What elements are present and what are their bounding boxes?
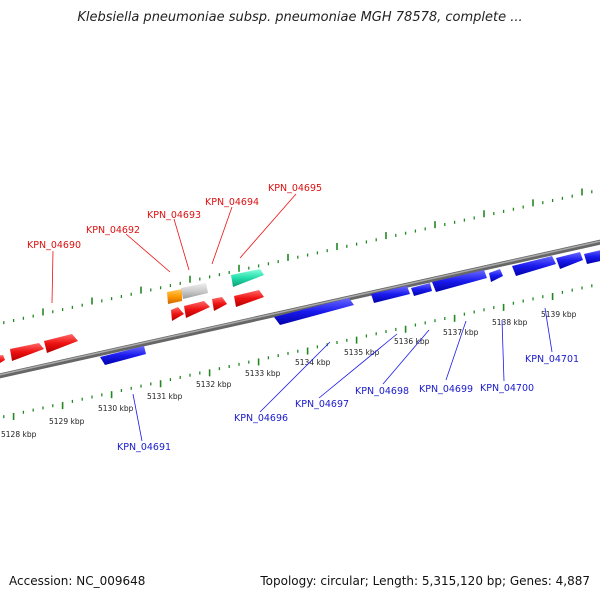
gene-label-kpn-04695[interactable]: KPN_04695 bbox=[268, 183, 322, 194]
gene-label-kpn-04701[interactable]: KPN_04701 bbox=[525, 354, 579, 365]
gene-arrow-reverse[interactable] bbox=[584, 249, 600, 264]
gene-label-kpn-04699[interactable]: KPN_04699 bbox=[419, 384, 473, 395]
map-title: Klebsiella pneumoniae subsp. pneumoniae … bbox=[77, 10, 523, 25]
gene-arrow-forward[interactable] bbox=[10, 343, 44, 361]
tick-label: 5130 kbp bbox=[98, 404, 134, 413]
gene-arrow-kpn-04693-b[interactable] bbox=[184, 301, 210, 318]
reverse-strand-ruler bbox=[3, 284, 593, 420]
gene-arrow-kpn-04690[interactable] bbox=[44, 334, 78, 353]
genome-summary-text: Topology: circular; Length: 5,315,120 bp… bbox=[260, 574, 590, 588]
gene-arrow-kpn-04699[interactable] bbox=[432, 270, 487, 292]
gene-arrow-kpn-04697[interactable] bbox=[371, 286, 410, 303]
gene-label-kpn-04697[interactable]: KPN_04697 bbox=[295, 399, 349, 410]
reverse-label-leaders bbox=[132, 307, 553, 442]
gene-label-kpn-04698[interactable]: KPN_04698 bbox=[355, 386, 409, 397]
forward-strand-ruler bbox=[3, 188, 593, 325]
tick-label: 5129 kbp bbox=[49, 417, 85, 426]
gene-arrow-kpn-04691[interactable] bbox=[100, 346, 146, 365]
gene-arrow-kpn-04694[interactable] bbox=[212, 297, 227, 311]
gene-arrow-reverse[interactable] bbox=[556, 252, 583, 269]
tick-label: 5136 kbp bbox=[394, 337, 430, 346]
tick-label: 5135 kbp bbox=[344, 348, 380, 357]
gene-label-kpn-04694[interactable]: KPN_04694 bbox=[205, 197, 259, 208]
gene-label-kpn-04693[interactable]: KPN_04693 bbox=[147, 210, 201, 221]
gene-arrow-kpn-04692[interactable] bbox=[167, 289, 182, 304]
gene-arrow-forward[interactable] bbox=[234, 290, 264, 307]
gene-arrow-kpn-04695[interactable] bbox=[231, 269, 264, 287]
tick-label: 5133 kbp bbox=[245, 369, 281, 378]
genome-backbone-highlight bbox=[0, 240, 600, 376]
forward-label-leaders bbox=[51, 193, 297, 304]
genome-backbone bbox=[0, 239, 600, 379]
tick-label: 5134 kbp bbox=[295, 358, 331, 367]
gene-arrow-kpn-04693[interactable] bbox=[171, 307, 184, 321]
gene-label-kpn-04690[interactable]: KPN_04690 bbox=[27, 240, 81, 251]
tick-label: 5132 kbp bbox=[196, 380, 232, 389]
gene-label-kpn-04696[interactable]: KPN_04696 bbox=[234, 413, 288, 424]
reverse-gene-labels: KPN_04691 KPN_04696 KPN_04697 KPN_04698 … bbox=[117, 354, 579, 453]
gene-arrow-forward[interactable] bbox=[0, 355, 5, 366]
gene-arrow-pseudo[interactable] bbox=[181, 283, 208, 299]
gene-label-kpn-04691[interactable]: KPN_04691 bbox=[117, 442, 171, 453]
gene-label-kpn-04700[interactable]: KPN_04700 bbox=[480, 383, 534, 394]
ruler-tick-labels: 5128 kbp 5129 kbp 5130 kbp 5131 kbp 5132… bbox=[1, 310, 577, 439]
tick-label: 5138 kbp bbox=[492, 318, 528, 327]
tick-label: 5139 kbp bbox=[541, 310, 577, 319]
tick-label: 5128 kbp bbox=[1, 430, 37, 439]
forward-genes bbox=[0, 269, 264, 366]
gene-arrow-kpn-04700[interactable] bbox=[489, 269, 503, 282]
gene-arrow-kpn-04696[interactable] bbox=[274, 298, 354, 325]
gene-arrow-kpn-04698[interactable] bbox=[411, 283, 432, 296]
tick-label: 5131 kbp bbox=[147, 392, 183, 401]
tick-label: 5137 kbp bbox=[443, 328, 479, 337]
gene-label-kpn-04692[interactable]: KPN_04692 bbox=[86, 225, 140, 236]
reverse-genes bbox=[100, 249, 600, 365]
forward-gene-labels: KPN_04690 KPN_04692 KPN_04693 KPN_04694 … bbox=[27, 183, 322, 251]
accession-text: Accession: NC_009648 bbox=[9, 574, 146, 588]
gene-arrow-kpn-04701[interactable] bbox=[512, 256, 556, 276]
